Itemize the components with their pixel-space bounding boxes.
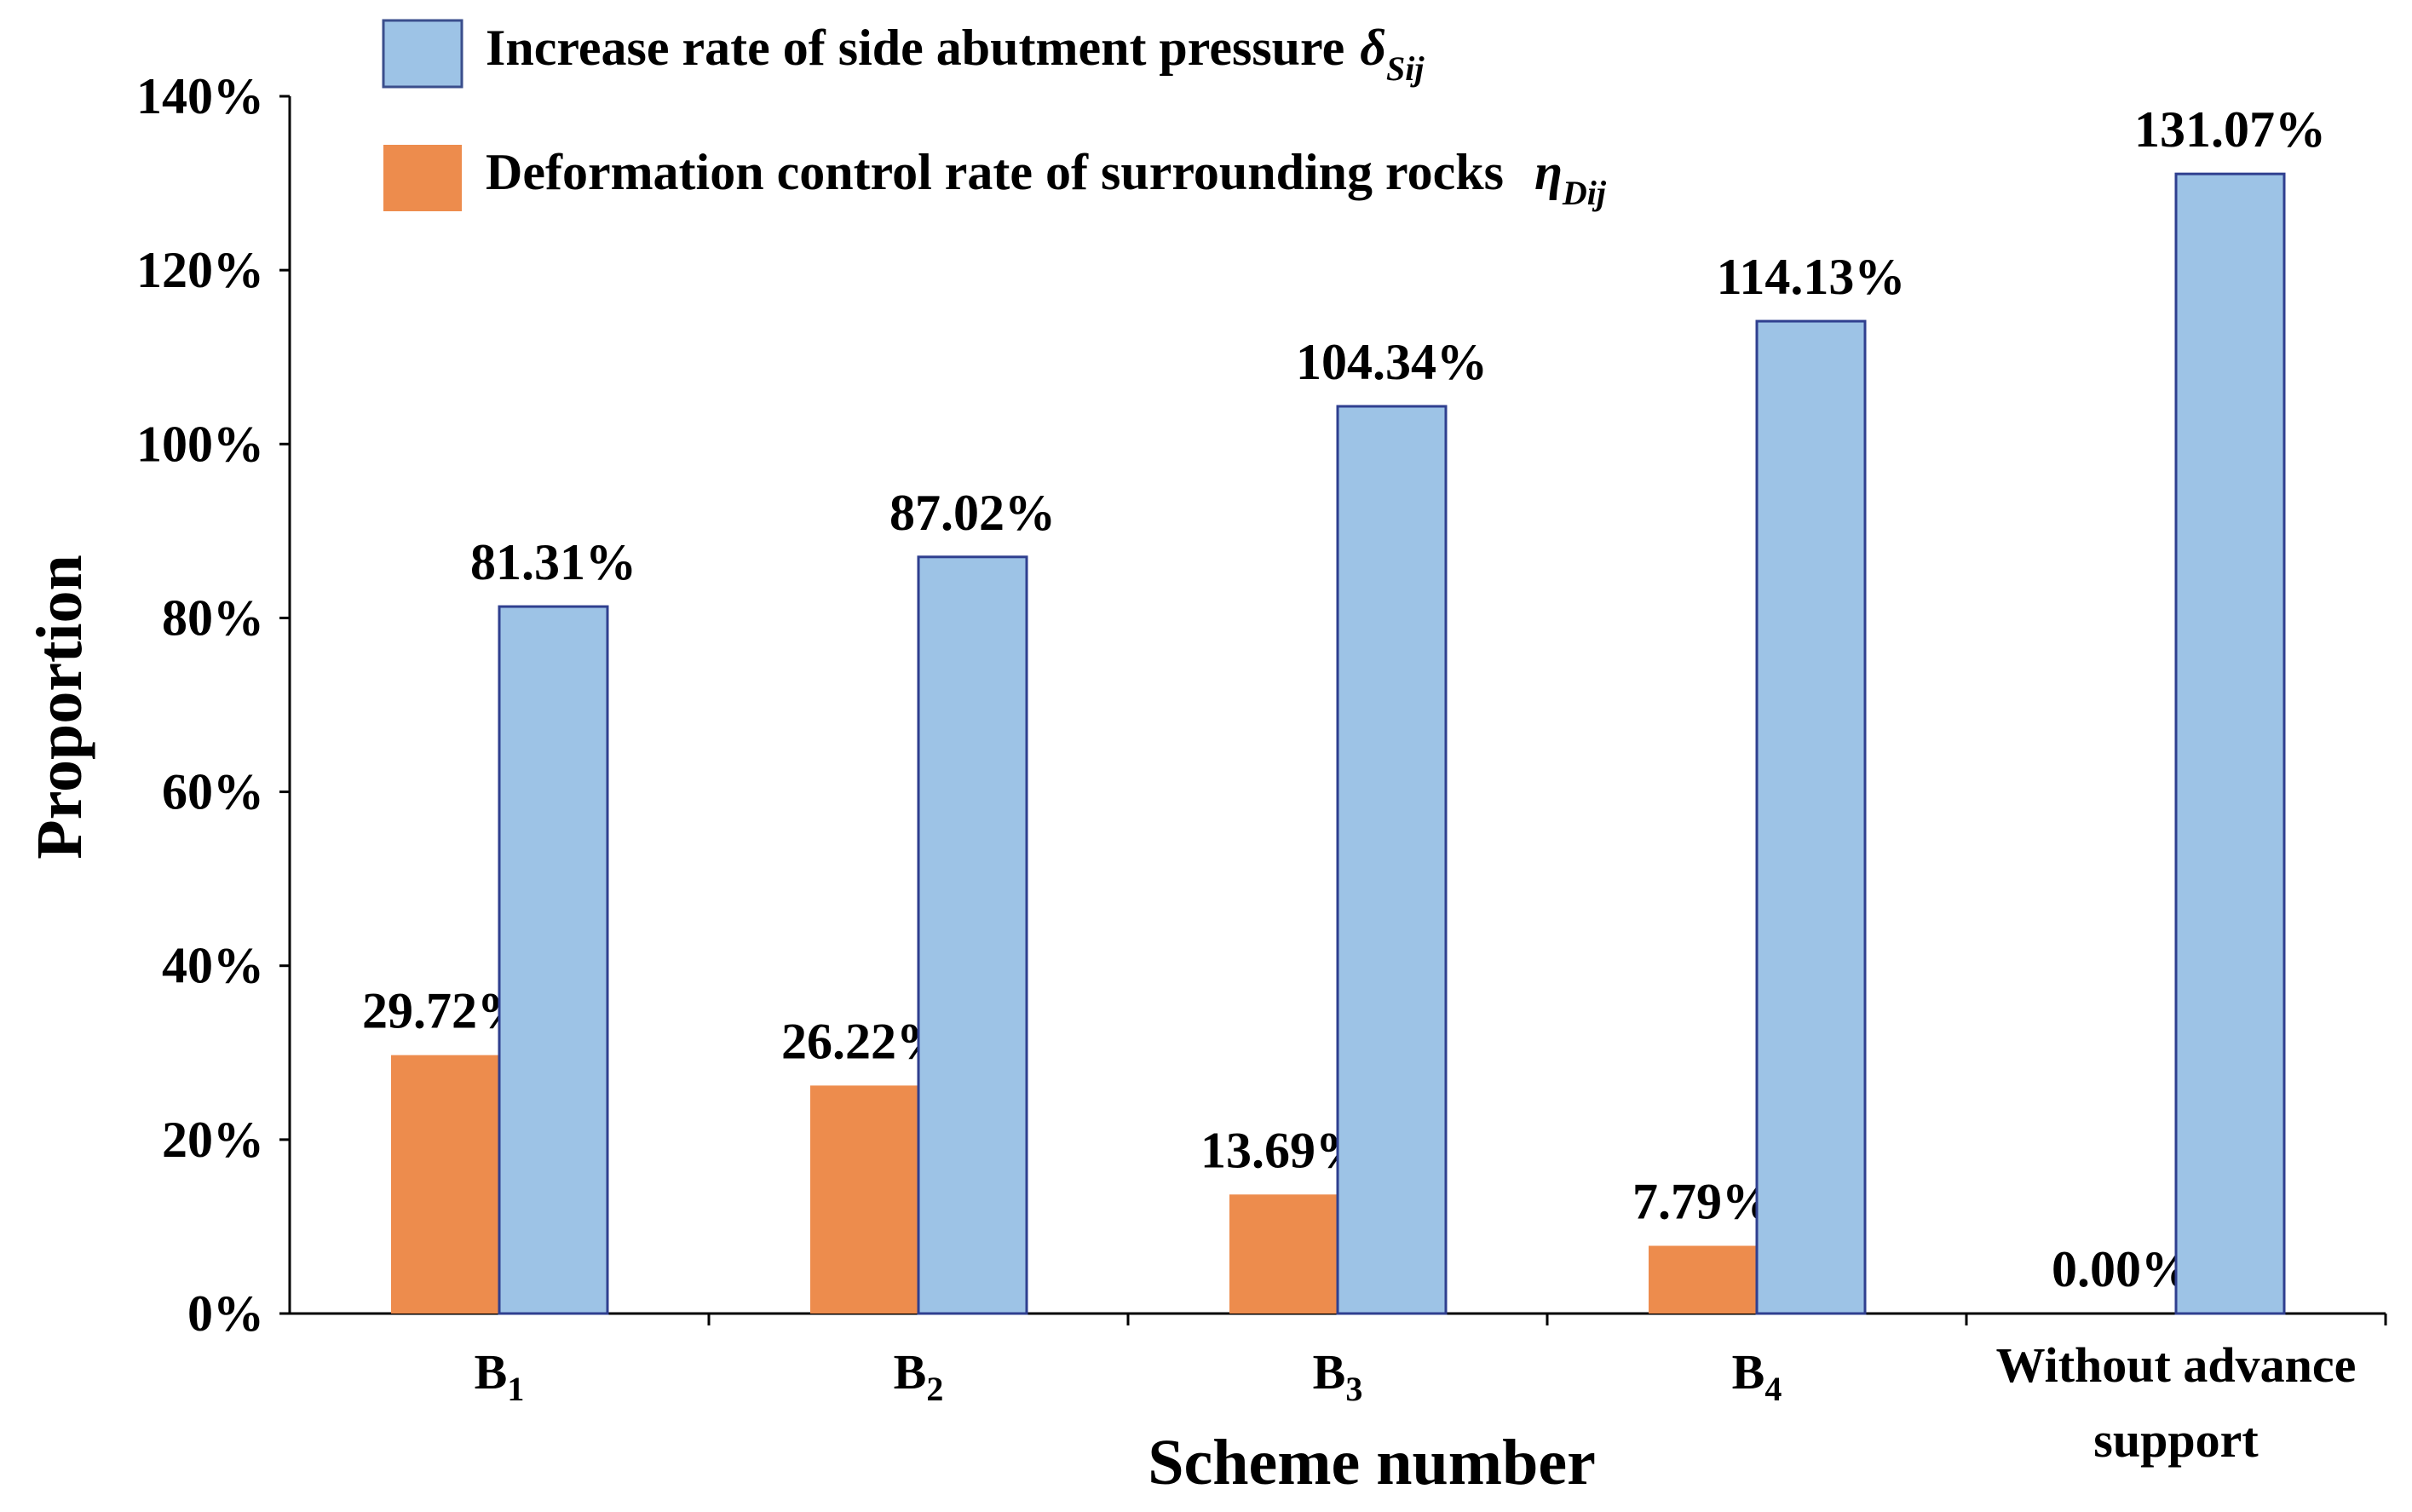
bar-deformation-control-rate bbox=[391, 1055, 499, 1314]
y-tick-label: 140% bbox=[136, 68, 264, 124]
category-label: Without advance bbox=[1996, 1337, 2357, 1393]
legend-swatch-deformation-control-rate bbox=[383, 145, 462, 211]
y-tick-label: 120% bbox=[136, 242, 264, 298]
y-tick-label: 20% bbox=[162, 1112, 264, 1168]
y-tick-label: 40% bbox=[162, 938, 264, 994]
data-label-increase-rate: 81.31% bbox=[470, 534, 636, 590]
bar-increase-rate bbox=[1755, 319, 1867, 1315]
y-tick-label: 0% bbox=[187, 1285, 264, 1342]
plot-area: 0% 20% 40% 60% 80% 100% 120% 140% B1 B2 B3 B4 Withou… bbox=[136, 68, 2387, 1468]
bar-increase-rate bbox=[2174, 172, 2286, 1315]
bar-increase-rate bbox=[498, 605, 609, 1315]
category-label-line2: support bbox=[2093, 1412, 2259, 1468]
bar-increase-rate bbox=[1336, 405, 1448, 1315]
data-label-increase-rate: 87.02% bbox=[889, 485, 1056, 541]
x-axis-title: Scheme number bbox=[1148, 1427, 1596, 1498]
y-axis-title: Proportion bbox=[24, 555, 95, 859]
y-tick-label: 80% bbox=[162, 589, 264, 646]
category-label: B1 bbox=[475, 1344, 525, 1408]
legend-label-increase-rate: Increase rate of side abutment pressure δ… bbox=[486, 20, 1425, 88]
y-tick-label: 100% bbox=[136, 416, 264, 472]
bar-deformation-control-rate bbox=[1649, 1245, 1757, 1314]
bar-deformation-control-rate bbox=[810, 1085, 918, 1314]
y-tick-label: 60% bbox=[162, 764, 264, 820]
data-label-increase-rate: 114.13% bbox=[1717, 249, 1906, 305]
data-label-deformation-control-rate: 7.79% bbox=[1632, 1173, 1773, 1229]
legend-swatch-increase-rate bbox=[382, 19, 463, 89]
data-label-deformation-control-rate: 0.00% bbox=[2052, 1241, 2192, 1297]
category-label: B4 bbox=[1732, 1344, 1782, 1408]
bar-deformation-control-rate bbox=[1229, 1194, 1338, 1314]
category-label: B2 bbox=[894, 1344, 944, 1408]
legend-label-deformation-control-rate: Deformation control rate of surrounding … bbox=[486, 144, 1607, 212]
data-label-increase-rate: 131.07% bbox=[2134, 101, 2326, 158]
category-label: B3 bbox=[1313, 1344, 1363, 1408]
bar-increase-rate bbox=[917, 555, 1028, 1315]
legend: Increase rate of side abutment pressure δ… bbox=[382, 19, 1607, 212]
data-label-increase-rate: 104.34% bbox=[1296, 334, 1488, 390]
